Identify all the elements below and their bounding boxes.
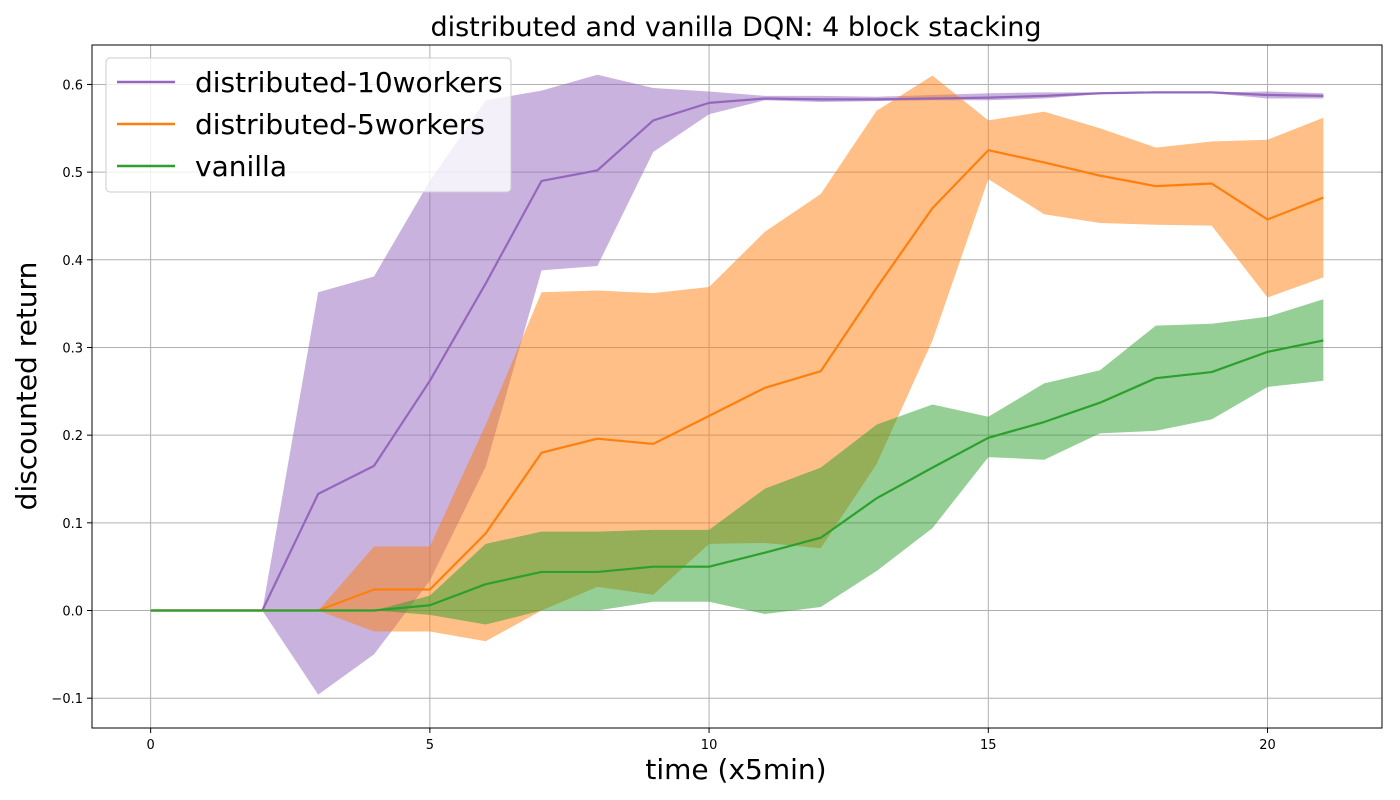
y-tick-label: −0.1 [51, 692, 83, 707]
legend-label-vanilla: vanilla [195, 150, 287, 183]
x-tick-label: 10 [701, 738, 718, 753]
y-tick-label: 0.5 [62, 166, 83, 181]
chart-title: distributed and vanilla DQN: 4 block sta… [430, 12, 1041, 43]
legend-box [105, 57, 512, 193]
y-tick-label: 0.4 [62, 254, 83, 269]
series-line-vanilla [150, 339, 1324, 612]
y-tick-label: 0.3 [62, 341, 83, 356]
y-tick-label: 0.6 [62, 78, 83, 93]
y-tick-label: 0.1 [62, 517, 83, 532]
x-tick-label: 5 [426, 738, 434, 753]
series-line-distributed-10workers [150, 91, 1324, 612]
x-tick-label: 0 [146, 738, 154, 753]
plot-frame [91, 44, 1383, 729]
y-axis-title: discounted return [10, 262, 43, 511]
legend-label-distributed-10workers: distributed-10workers [195, 66, 503, 99]
x-tick-label: 20 [1259, 738, 1276, 753]
plot-area: 0 5 10 15 20 −0.1 0.0 0.1 0.2 0.3 0.4 0.5 0.6 distrib… [51, 44, 1383, 753]
x-tick-label: 15 [980, 738, 997, 753]
band-distributed-5workers [150, 75, 1324, 642]
series-line-distributed-5workers [150, 149, 1324, 612]
y-tick-label: 0.0 [62, 605, 83, 620]
legend-label-distributed-5workers: distributed-5workers [195, 108, 485, 141]
x-axis-title: time (x5min) [645, 753, 826, 786]
y-tick-label: 0.2 [62, 429, 83, 444]
